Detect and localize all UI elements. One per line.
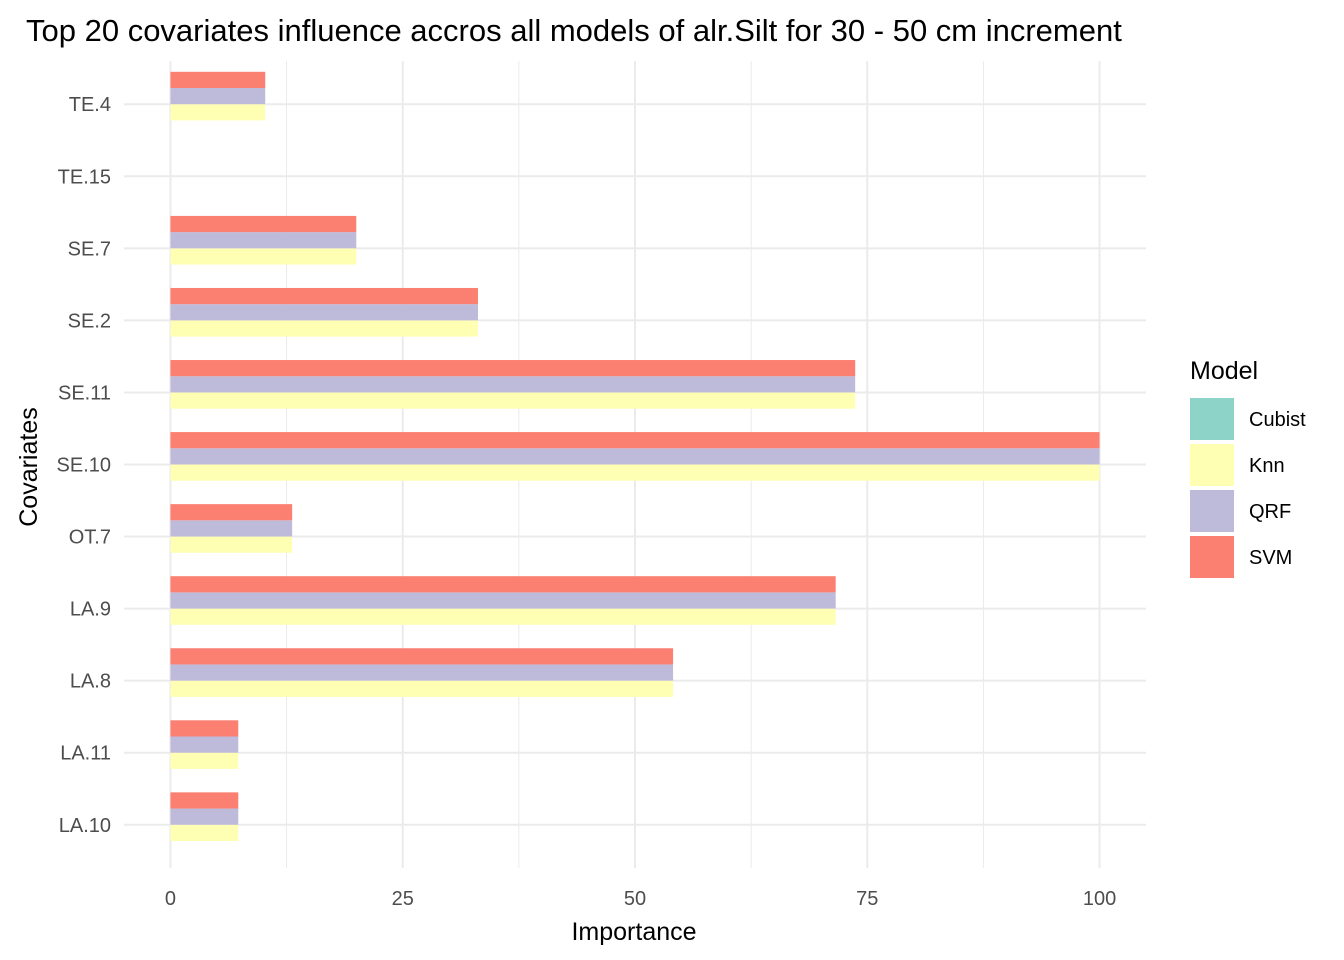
y-axis-ticks: LA.10 LA.11 LA.8 LA.9 OT.7 SE.10 SE.11 SE.2 SE.7… xyxy=(57,94,111,837)
bar-knn-se-11 xyxy=(170,392,856,409)
legend-label-knn: Knn xyxy=(1249,455,1285,477)
x-tick-label: 0 xyxy=(165,888,176,910)
y-tick-label: TE.15 xyxy=(58,166,111,188)
bar-knn-ot-7 xyxy=(170,536,293,553)
x-axis-title: Importance xyxy=(571,918,696,946)
bar-knn-te-4 xyxy=(170,104,266,121)
bar-svm-se-7 xyxy=(170,215,357,233)
y-tick-label: SE.2 xyxy=(68,310,111,332)
bar-qrf-la-8 xyxy=(170,664,674,681)
bar-knn-la-11 xyxy=(170,752,239,769)
y-tick-label: LA.10 xyxy=(59,815,111,837)
bar-svm-la-8 xyxy=(170,648,674,665)
bar-qrf-se-10 xyxy=(170,448,1100,465)
x-axis-ticks: 0 25 50 75 100 xyxy=(165,888,1116,910)
bar-qrf-se-7 xyxy=(170,232,357,249)
bar-knn-la-10 xyxy=(170,824,239,841)
y-tick-label: LA.8 xyxy=(70,671,111,693)
bar-svm-ot-7 xyxy=(170,504,293,521)
bar-knn-se-2 xyxy=(170,320,478,337)
y-tick-label: SE.10 xyxy=(57,455,111,477)
bar-svm-la-10 xyxy=(170,792,239,809)
x-tick-label: 100 xyxy=(1083,888,1116,910)
bar-svm-te-4 xyxy=(170,71,266,89)
bar-knn-se-7 xyxy=(170,248,357,265)
x-tick-label: 50 xyxy=(624,888,646,910)
bar-qrf-la-9 xyxy=(170,592,836,609)
legend-label-svm: SVM xyxy=(1249,547,1292,569)
y-axis-title: Covariates xyxy=(15,407,43,527)
y-tick-label: SE.11 xyxy=(58,382,111,404)
bar-qrf-te-4 xyxy=(170,88,266,105)
legend-key-qrf xyxy=(1190,490,1234,532)
x-tick-label: 25 xyxy=(392,888,414,910)
y-tick-label: TE.4 xyxy=(69,94,111,116)
y-tick-label: OT.7 xyxy=(69,527,111,549)
bar-knn-la-8 xyxy=(170,680,674,697)
legend-key-svm xyxy=(1190,536,1234,578)
chart-title: Top 20 covariates influence accros all m… xyxy=(26,13,1122,48)
bar-qrf-se-2 xyxy=(170,304,478,321)
bar-knn-se-10 xyxy=(170,464,1100,481)
y-tick-label: LA.11 xyxy=(60,743,111,765)
bar-svm-se-2 xyxy=(170,287,478,305)
legend-key-knn xyxy=(1190,444,1234,486)
bar-qrf-ot-7 xyxy=(170,520,293,537)
legend-title: Model xyxy=(1190,357,1258,385)
bar-qrf-se-11 xyxy=(170,376,856,393)
bars xyxy=(170,71,1100,841)
x-tick-label: 75 xyxy=(856,888,878,910)
y-tick-label: SE.7 xyxy=(68,238,111,260)
bar-svm-la-11 xyxy=(170,720,239,737)
bar-qrf-la-10 xyxy=(170,808,239,825)
y-tick-label: LA.9 xyxy=(70,599,111,621)
bar-svm-la-9 xyxy=(170,576,836,593)
legend-key-cubist xyxy=(1190,398,1234,440)
bar-svm-se-11 xyxy=(170,360,856,377)
legend: Model Cubist Knn QRF SVM xyxy=(1190,357,1306,578)
legend-label-qrf: QRF xyxy=(1249,501,1291,523)
bar-svm-se-10 xyxy=(170,432,1100,449)
bar-qrf-la-11 xyxy=(170,736,239,753)
legend-label-cubist: Cubist xyxy=(1249,409,1306,431)
bar-knn-la-9 xyxy=(170,608,836,625)
